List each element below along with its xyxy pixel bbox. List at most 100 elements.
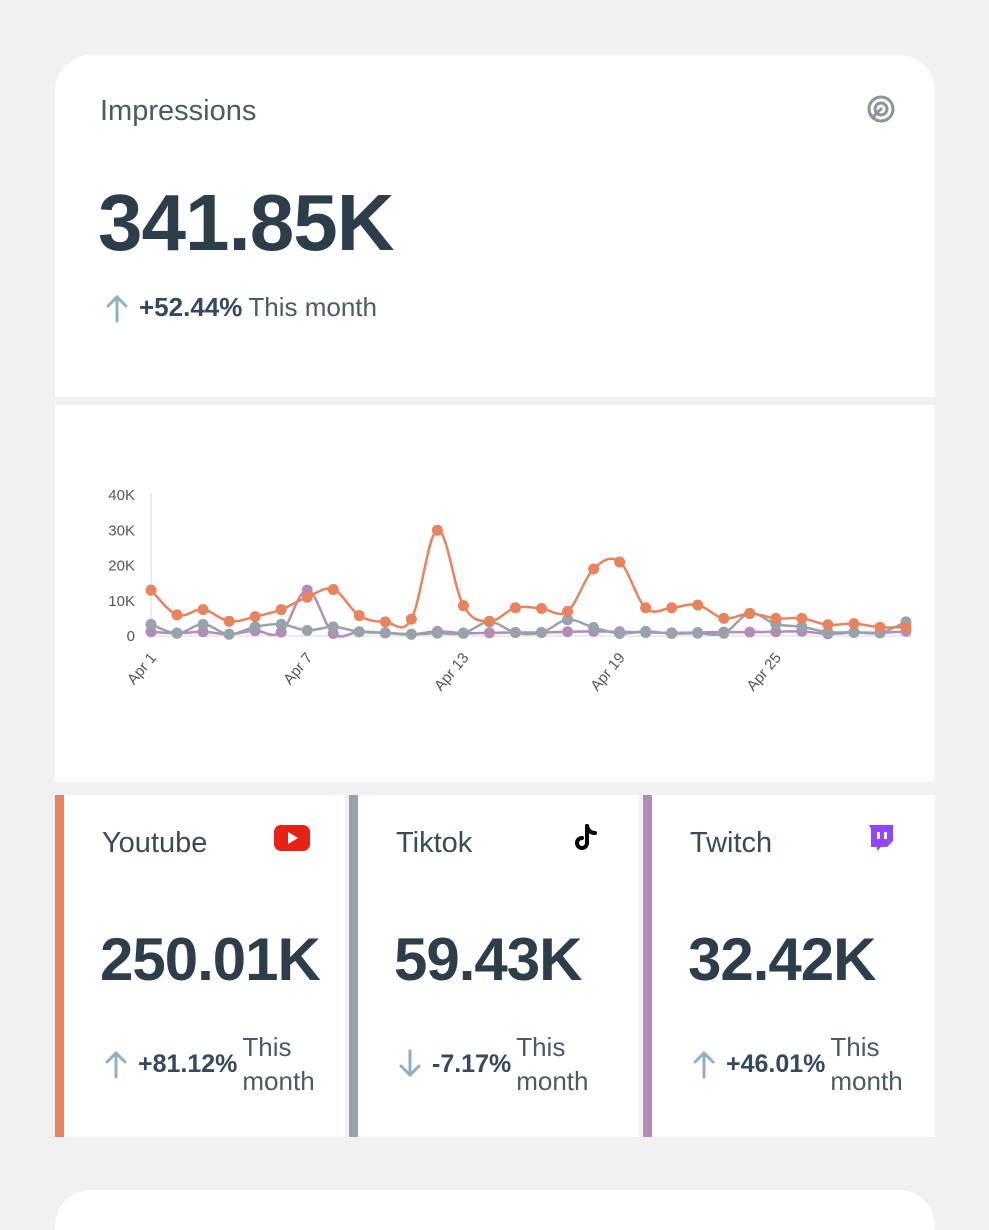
impressions-chart-card: 0 10K 20K 30K 40K Apr 1 Apr 7 Apr 13 Apr 19 Apr 2… <box>55 405 935 782</box>
platform-change: -7.17% This month <box>396 1030 596 1098</box>
platform-period: This month <box>242 1032 315 1096</box>
next-card <box>55 1190 935 1230</box>
youtube-point <box>223 615 235 627</box>
tiktok-point <box>431 627 443 639</box>
tiktok-point <box>145 618 157 630</box>
platform-value: 59.43K <box>394 926 582 993</box>
youtube-point <box>588 563 600 575</box>
youtube-point <box>353 610 365 622</box>
youtube-point <box>744 607 756 619</box>
youtube-point <box>405 613 417 625</box>
summary-change: +52.44% This month <box>103 292 377 323</box>
youtube-point <box>614 556 626 568</box>
platform-period: This month <box>516 1032 589 1096</box>
summary-title: Impressions <box>100 95 257 127</box>
youtube-point <box>900 621 912 633</box>
tiktok-point <box>301 624 313 636</box>
platform-value: 32.42K <box>688 926 876 993</box>
youtube-point <box>666 602 678 614</box>
youtube-accent-bar <box>55 795 64 1137</box>
tiktok-point <box>275 618 287 630</box>
tiktok-point <box>666 628 678 640</box>
tiktok-point <box>171 627 183 639</box>
youtube-point <box>457 600 469 612</box>
tiktok-icon <box>575 824 597 850</box>
tiktok-point <box>353 626 365 638</box>
y-tick-label: 20K <box>108 558 135 575</box>
arrow-up-icon <box>105 1050 127 1079</box>
tiktok-point <box>536 626 548 638</box>
platform-change: +46.01% This month <box>690 1030 910 1098</box>
youtube-point <box>249 611 261 623</box>
arrow-up-icon <box>693 1050 715 1079</box>
platform-value: 250.01K <box>100 926 321 993</box>
tiktok-point <box>405 628 417 640</box>
platform-card-twitch[interactable]: Twitch 32.42K +46.01% This month <box>643 795 935 1137</box>
arrow-down-icon <box>399 1049 421 1078</box>
twitch-point <box>275 626 287 638</box>
youtube-point <box>171 609 183 621</box>
youtube-point <box>822 619 834 631</box>
arrow-up-icon <box>106 294 128 322</box>
tiktok-point <box>379 627 391 639</box>
youtube-point <box>562 605 574 617</box>
y-tick-label: 10K <box>108 593 135 610</box>
youtube-point <box>509 602 521 614</box>
tiktok-point <box>197 618 209 630</box>
impressions-line-chart: 0 10K 20K 30K 40K Apr 1 Apr 7 Apr 13 Apr 19 Apr 2… <box>108 487 912 695</box>
tiktok-accent-bar <box>349 795 358 1137</box>
youtube-point <box>874 621 886 633</box>
tiktok-point <box>588 622 600 634</box>
platform-card-tiktok[interactable]: Tiktok 59.43K -7.17% This month <box>349 795 639 1137</box>
summary-change-pct: +52.44% <box>139 292 243 322</box>
youtube-icon <box>274 825 310 851</box>
x-tick-label: Apr 25 <box>743 650 784 695</box>
twitch-icon <box>869 825 893 851</box>
x-tick-label: Apr 7 <box>280 650 316 688</box>
platform-change-pct: +81.12% <box>138 1049 238 1078</box>
youtube-point <box>796 612 808 624</box>
twitch-point <box>562 626 574 638</box>
tiktok-point <box>718 627 730 639</box>
impressions-summary-card: Impressions 341.85K +52.44% This month <box>55 55 935 397</box>
summary-value: 341.85K <box>98 178 394 267</box>
youtube-point <box>718 612 730 624</box>
tiktok-point <box>562 614 574 626</box>
platform-name: Twitch <box>690 827 773 859</box>
youtube-point <box>145 584 157 596</box>
x-tick-label: Apr 19 <box>587 650 628 695</box>
y-tick-label: 0 <box>127 628 135 645</box>
tiktok-point <box>249 621 261 633</box>
tiktok-point <box>614 628 626 640</box>
platform-name: Youtube <box>102 827 208 859</box>
platform-change-pct: -7.17% <box>432 1049 512 1078</box>
platform-change: +81.12% This month <box>102 1030 322 1098</box>
y-tick-label: 40K <box>108 487 135 504</box>
youtube-point <box>770 612 782 624</box>
tiktok-point <box>692 627 704 639</box>
platform-period: This month <box>830 1032 903 1096</box>
y-tick-label: 30K <box>108 522 135 539</box>
youtube-point <box>483 615 495 627</box>
twitch-accent-bar <box>643 795 652 1137</box>
twitch-point <box>483 627 495 639</box>
youtube-point <box>692 599 704 611</box>
platform-card-youtube[interactable]: Youtube 250.01K +81.12% This month <box>55 795 345 1137</box>
youtube-point <box>640 602 652 614</box>
tiktok-point <box>327 621 339 633</box>
platform-name: Tiktok <box>396 827 473 859</box>
tiktok-point <box>457 627 469 639</box>
twitch-point <box>770 626 782 638</box>
tiktok-point <box>223 628 235 640</box>
platform-change-pct: +46.01% <box>726 1049 826 1078</box>
youtube-point <box>327 583 339 595</box>
youtube-point <box>431 524 443 536</box>
x-tick-label: Apr 1 <box>124 650 160 688</box>
x-tick-label: Apr 13 <box>431 650 472 695</box>
youtube-series-line <box>150 529 907 629</box>
tiktok-point <box>509 626 521 638</box>
youtube-point <box>301 591 313 603</box>
impressions-target-icon[interactable] <box>865 93 897 125</box>
youtube-point <box>848 618 860 630</box>
youtube-point <box>275 604 287 616</box>
